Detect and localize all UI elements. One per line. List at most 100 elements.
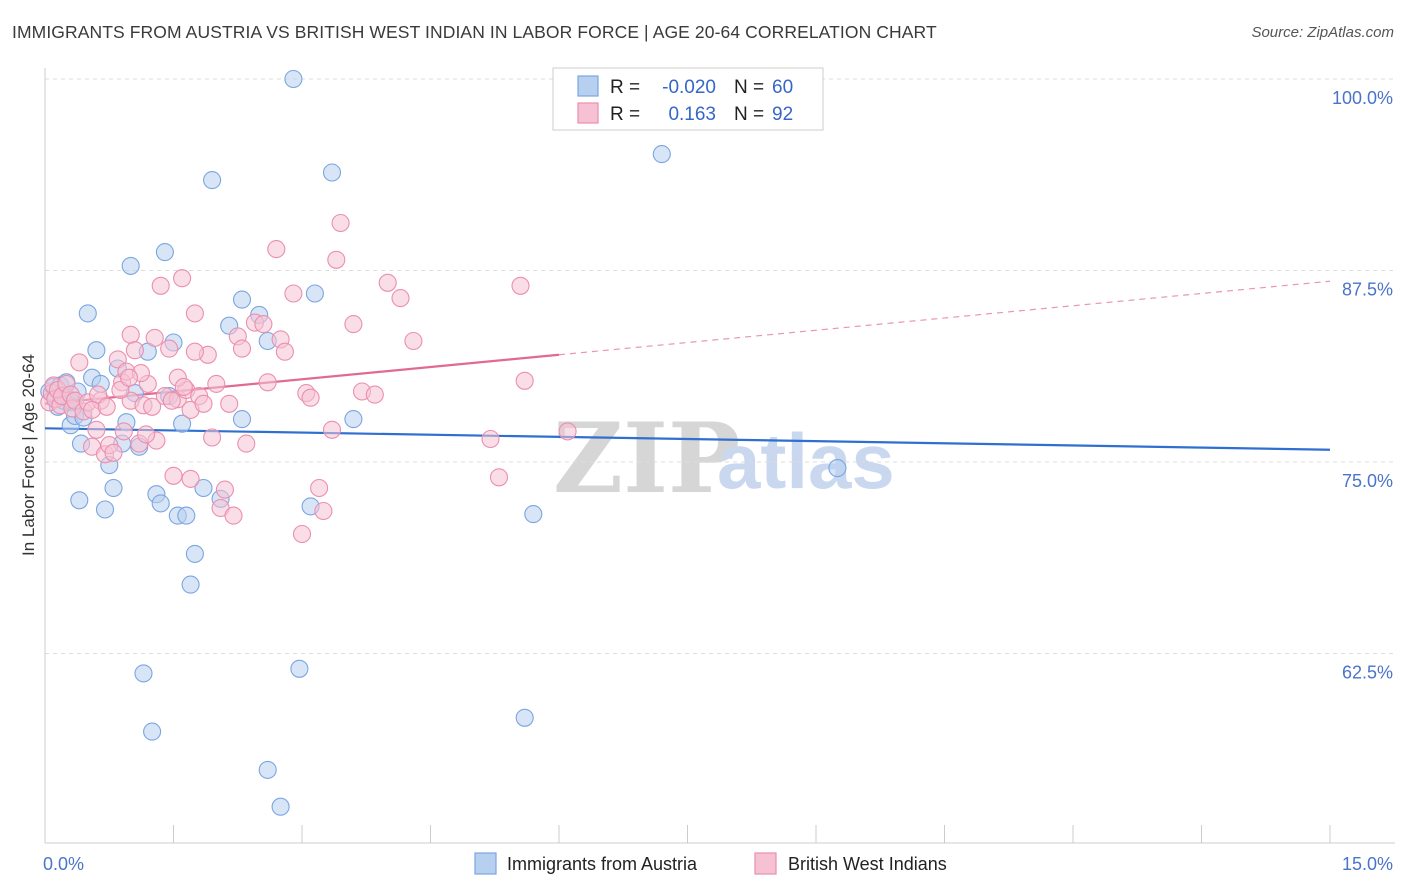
data-point — [207, 374, 226, 393]
x-tick-label-min: 0.0% — [43, 854, 84, 874]
data-point — [119, 368, 139, 387]
data-point — [284, 284, 303, 303]
data-point — [78, 304, 97, 323]
legend-label-bwi: British West Indians — [788, 854, 947, 874]
source-credit: Source: ZipAtlas.com — [1251, 24, 1394, 41]
chart-title: IMMIGRANTS FROM AUSTRIA VS BRITISH WEST … — [12, 22, 937, 42]
data-point — [558, 422, 577, 441]
data-point — [275, 342, 294, 361]
data-point — [344, 315, 363, 334]
data-point — [151, 276, 170, 295]
data-point — [162, 391, 181, 410]
data-point — [301, 388, 320, 407]
data-point — [365, 385, 384, 404]
data-point — [310, 478, 329, 498]
data-point — [125, 341, 144, 360]
data-point — [515, 708, 534, 727]
data-point — [194, 394, 213, 413]
correlation-legend: R = -0.020 N = 60 R = 0.163 N = 92 — [552, 67, 824, 131]
data-point — [331, 213, 350, 233]
data-point — [83, 400, 102, 419]
data-point — [173, 269, 192, 288]
data-point — [220, 394, 239, 413]
data-point — [404, 331, 423, 351]
watermark-atlas: atlas — [717, 417, 895, 505]
legend-n-value-1: 60 — [772, 77, 793, 98]
data-point — [87, 341, 106, 360]
legend-r-label-1: R = — [610, 77, 640, 98]
data-points — [40, 69, 847, 816]
data-point — [164, 466, 183, 485]
data-point — [70, 353, 89, 372]
series-legend: Immigrants from Austria British West Ind… — [474, 852, 947, 875]
data-point — [344, 410, 363, 429]
data-point — [89, 385, 108, 404]
legend-r-label-2: R = — [610, 104, 640, 125]
data-point — [177, 506, 196, 525]
data-point — [267, 240, 286, 259]
y-tick-label-0: 100.0% — [1332, 88, 1393, 108]
data-point — [515, 371, 534, 390]
data-point — [232, 290, 252, 309]
data-point — [104, 443, 123, 462]
gridlines — [45, 78, 1395, 654]
legend-n-label-1: N = — [734, 77, 764, 98]
data-point — [481, 429, 500, 449]
data-point — [489, 468, 509, 487]
data-point — [314, 501, 333, 521]
data-point — [305, 284, 324, 303]
data-point — [511, 276, 530, 295]
data-point — [524, 505, 543, 524]
data-point — [203, 171, 222, 190]
data-point — [121, 256, 140, 275]
data-point — [232, 339, 252, 358]
data-point — [194, 478, 213, 498]
trend-line-series-0 — [44, 427, 1331, 451]
data-point — [134, 664, 153, 683]
legend-n-label-2: N = — [734, 104, 764, 125]
data-point — [258, 373, 277, 392]
legend-swatch-austria — [577, 75, 599, 97]
data-point — [185, 342, 204, 361]
data-point — [652, 145, 671, 164]
data-point — [185, 304, 204, 323]
data-point — [104, 478, 123, 498]
data-point — [97, 397, 116, 416]
data-point — [181, 469, 200, 488]
data-point — [290, 659, 309, 678]
legend-r-value-1: -0.020 — [662, 77, 716, 98]
data-point — [181, 575, 200, 594]
data-point — [155, 243, 174, 262]
data-point — [203, 428, 222, 447]
legend-label-austria: Immigrants from Austria — [507, 854, 698, 874]
data-point — [95, 500, 115, 519]
data-point — [258, 760, 277, 779]
trend-line-extension-series-1 — [558, 280, 1331, 356]
data-point — [271, 797, 290, 816]
y-tick-label-2: 75.0% — [1342, 471, 1393, 491]
legend-swatch-bottom-austria — [474, 852, 497, 875]
data-point — [143, 722, 162, 741]
data-point — [121, 325, 140, 344]
data-point — [70, 491, 89, 510]
data-point — [327, 250, 346, 269]
data-point — [143, 397, 162, 416]
data-point — [145, 328, 164, 347]
data-point — [284, 69, 303, 89]
data-point — [322, 420, 342, 439]
data-point — [215, 480, 234, 499]
data-point — [237, 434, 256, 453]
y-tick-label-3: 62.5% — [1342, 663, 1393, 683]
data-point — [111, 380, 130, 400]
data-point — [185, 544, 204, 563]
data-point — [378, 273, 397, 292]
x-tick-label-max: 15.0% — [1342, 854, 1393, 874]
legend-r-value-2: 0.163 — [668, 104, 716, 125]
y-tick-label-1: 87.5% — [1342, 280, 1393, 300]
data-point — [391, 289, 410, 308]
data-point — [828, 459, 847, 478]
data-point — [174, 377, 193, 396]
data-point — [232, 410, 252, 429]
data-point — [254, 315, 273, 334]
legend-swatch-bottom-bwi — [754, 852, 777, 875]
